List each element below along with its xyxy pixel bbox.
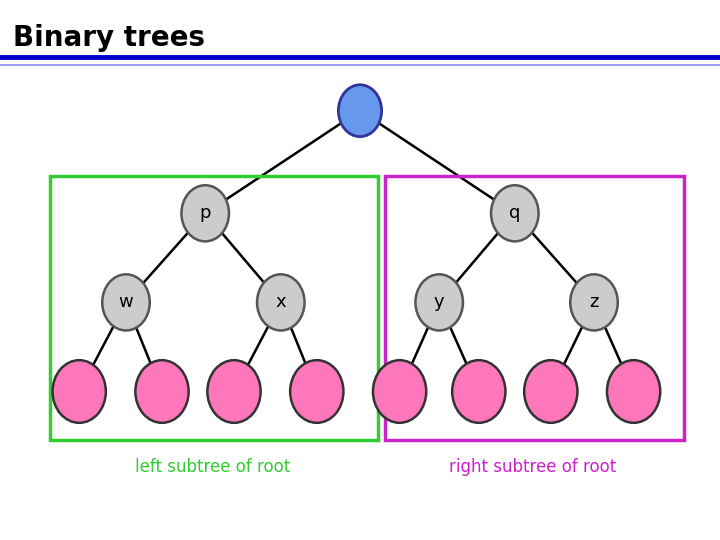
Ellipse shape [373,360,426,423]
Text: left subtree of root: left subtree of root [135,458,290,476]
Text: Binary trees: Binary trees [13,24,205,52]
Text: q: q [509,204,521,222]
Ellipse shape [415,274,463,330]
Ellipse shape [207,360,261,423]
Text: right subtree of root: right subtree of root [449,458,616,476]
Ellipse shape [452,360,505,423]
Ellipse shape [491,185,539,241]
Text: z: z [589,293,599,312]
Ellipse shape [290,360,343,423]
Ellipse shape [338,85,382,137]
Ellipse shape [570,274,618,330]
Bar [50,176,378,440]
Ellipse shape [524,360,577,423]
Text: w: w [119,293,133,312]
Ellipse shape [53,360,106,423]
Ellipse shape [257,274,305,330]
Text: y: y [434,293,444,312]
Bar [385,176,684,440]
Text: x: x [276,293,286,312]
Ellipse shape [181,185,229,241]
Ellipse shape [607,360,660,423]
Ellipse shape [102,274,150,330]
Ellipse shape [135,360,189,423]
Text: p: p [199,204,211,222]
